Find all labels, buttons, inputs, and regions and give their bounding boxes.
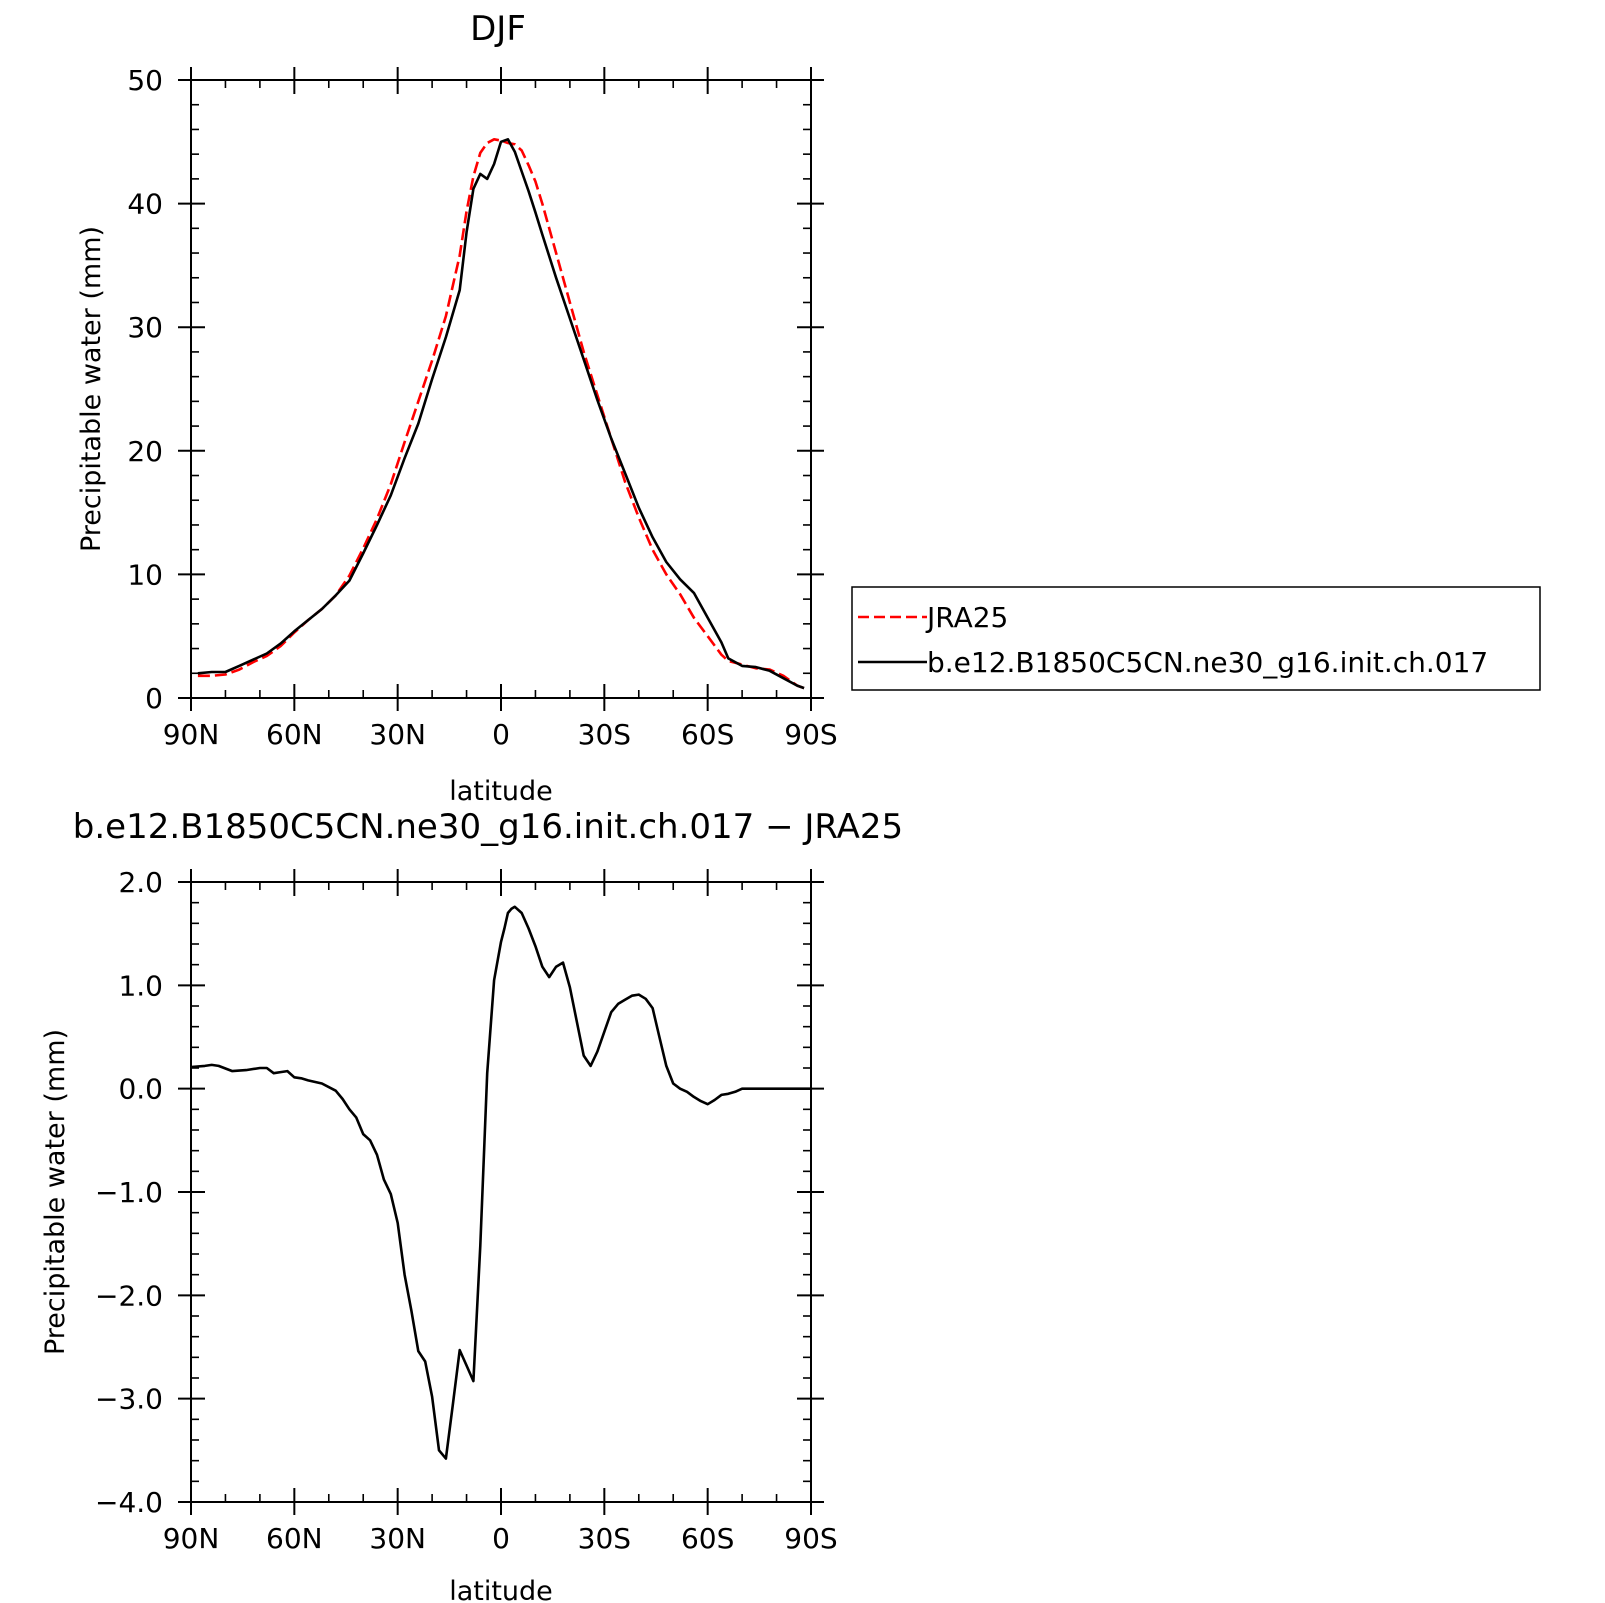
- legend-box: [851, 586, 1541, 691]
- top-xtick-label: 90S: [784, 718, 837, 751]
- bottom-chart-title: b.e12.B1850C5CN.ne30_g16.init.ch.017 − J…: [73, 807, 903, 847]
- bottom-ytick-label: 1.0: [118, 969, 163, 1002]
- bottom-series-line-0: [190, 905, 811, 1460]
- top-ytick-label: 30: [127, 311, 163, 344]
- bottom-y-axis-label: Precipitable water (mm): [40, 1029, 71, 1355]
- legend: JRA25 b.e12.B1850C5CN.ne30_g16.init.ch.0…: [851, 586, 1541, 691]
- bottom-ytick-label: −2.0: [95, 1279, 163, 1312]
- legend-label-jra25: JRA25: [925, 601, 1008, 634]
- top-x-axis-label: latitude: [449, 776, 553, 807]
- bottom-xtick-label: 30S: [578, 1522, 631, 1555]
- bottom-x-tick-labels: 90N 60N 30N 0 30S 60S 90S: [163, 1522, 838, 1555]
- top-plot-frame: [190, 79, 812, 699]
- bottom-axis-ticks: [178, 869, 824, 1515]
- top-xtick-label: 60N: [266, 718, 323, 751]
- bottom-ytick-label: 0.0: [118, 1073, 163, 1106]
- top-xtick-label: 30N: [369, 718, 426, 751]
- top-ytick-label: 40: [127, 188, 163, 221]
- top-y-tick-labels: 0 10 20 30 40 50: [127, 64, 163, 715]
- bottom-y-tick-labels: −4.0 −3.0 −2.0 −1.0 0.0 1.0 2.0: [95, 866, 163, 1519]
- top-series-line-1: [197, 138, 805, 690]
- bottom-xtick-label: 60N: [266, 1522, 323, 1555]
- top-chart-title: DJF: [470, 9, 526, 49]
- top-ytick-label: 50: [127, 64, 163, 97]
- top-x-tick-labels: 90N 60N 30N 0 30S 60S 90S: [163, 718, 838, 751]
- bottom-ytick-label: −3.0: [95, 1383, 163, 1416]
- top-xtick-label: 90N: [163, 718, 220, 751]
- bottom-ytick-label: −4.0: [95, 1486, 163, 1519]
- top-axis-ticks: [178, 67, 824, 711]
- top-xtick-label: 60S: [681, 718, 734, 751]
- top-ytick-label: 20: [127, 435, 163, 468]
- top-series-line-0: [197, 138, 805, 690]
- bottom-xtick-label: 60S: [681, 1522, 734, 1555]
- bottom-xtick-label: 90N: [163, 1522, 220, 1555]
- difference-panel: b.e12.B1850C5CN.ne30_g16.init.ch.017 − J…: [40, 807, 903, 1603]
- djf-panel: DJF 90N 60N 30N 0 30S 60S 90S 0 10 20 30 40 50 lati…: [76, 9, 838, 807]
- top-y-axis-label: Precipitable water (mm): [76, 226, 107, 552]
- bottom-xtick-label: 0: [492, 1522, 510, 1555]
- bottom-xtick-label: 30N: [369, 1522, 426, 1555]
- legend-label-model: b.e12.B1850C5CN.ne30_g16.init.ch.017: [927, 646, 1488, 679]
- bottom-ytick-label: 2.0: [118, 866, 163, 899]
- top-ytick-label: 0: [145, 682, 163, 715]
- bottom-ytick-label: −1.0: [95, 1176, 163, 1209]
- bottom-x-axis-label: latitude: [449, 1576, 553, 1603]
- bottom-xtick-label: 90S: [784, 1522, 837, 1555]
- bottom-series-lines: [190, 905, 811, 1460]
- top-xtick-label: 0: [492, 718, 510, 751]
- bottom-plot-frame: [190, 881, 812, 1503]
- top-series-lines: [197, 138, 805, 690]
- top-ytick-label: 10: [127, 558, 163, 591]
- top-xtick-label: 30S: [578, 718, 631, 751]
